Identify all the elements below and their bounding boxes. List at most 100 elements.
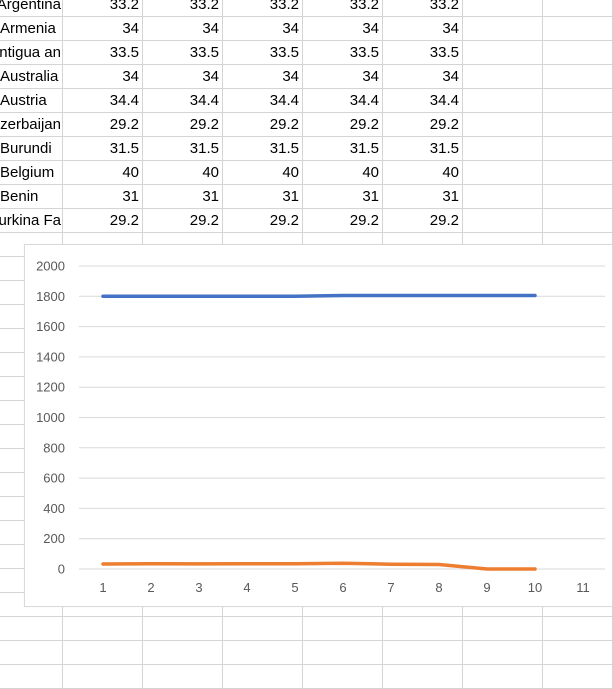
value-cell[interactable]: 33.5 [223, 41, 303, 64]
country-cell[interactable]: Belgium [0, 161, 63, 184]
value-cell[interactable]: 34 [383, 17, 463, 40]
value-cell[interactable]: 34 [223, 17, 303, 40]
value-cell[interactable]: 33.5 [63, 41, 143, 64]
empty-cell[interactable] [383, 641, 463, 664]
empty-cell[interactable] [463, 161, 543, 184]
value-cell[interactable]: 29.2 [143, 113, 223, 136]
value-cell[interactable]: 31.5 [223, 137, 303, 160]
value-cell[interactable]: 34 [143, 65, 223, 88]
value-cell[interactable]: 29.2 [63, 209, 143, 232]
value-cell[interactable]: 31.5 [383, 137, 463, 160]
value-cell[interactable]: 31 [143, 185, 223, 208]
value-cell[interactable]: 29.2 [303, 113, 383, 136]
value-cell[interactable]: 34 [143, 17, 223, 40]
value-cell[interactable]: 33.5 [143, 41, 223, 64]
empty-cell[interactable] [543, 617, 613, 640]
value-cell[interactable]: 34 [63, 65, 143, 88]
empty-cell[interactable] [143, 617, 223, 640]
value-cell[interactable]: 34 [383, 65, 463, 88]
empty-cell[interactable] [463, 17, 543, 40]
value-cell[interactable]: 33.2 [63, 0, 143, 16]
country-cell[interactable]: Austria [0, 89, 63, 112]
empty-cell[interactable] [383, 617, 463, 640]
empty-cell[interactable] [543, 17, 613, 40]
value-cell[interactable]: 31.5 [303, 137, 383, 160]
value-cell[interactable]: 40 [63, 161, 143, 184]
empty-cell[interactable] [463, 113, 543, 136]
value-cell[interactable]: 33.2 [383, 0, 463, 16]
value-cell[interactable]: 34.4 [303, 89, 383, 112]
empty-cell[interactable] [543, 185, 613, 208]
empty-cell[interactable] [63, 641, 143, 664]
series-line-1[interactable] [101, 293, 537, 299]
empty-cell[interactable] [303, 617, 383, 640]
empty-cell[interactable] [63, 665, 143, 688]
empty-cell[interactable] [543, 113, 613, 136]
value-cell[interactable]: 33.5 [303, 41, 383, 64]
value-cell[interactable]: 29.2 [223, 209, 303, 232]
value-cell[interactable]: 34.4 [143, 89, 223, 112]
empty-cell[interactable] [223, 665, 303, 688]
empty-cell[interactable] [543, 137, 613, 160]
value-cell[interactable]: 31.5 [143, 137, 223, 160]
empty-cell[interactable] [463, 641, 543, 664]
empty-cell[interactable] [63, 617, 143, 640]
empty-cell[interactable] [543, 89, 613, 112]
value-cell[interactable]: 34.4 [223, 89, 303, 112]
country-cell[interactable]: Burundi [0, 137, 63, 160]
empty-cell[interactable] [463, 41, 543, 64]
empty-cell[interactable] [143, 665, 223, 688]
empty-cell[interactable] [463, 65, 543, 88]
value-cell[interactable]: 31 [223, 185, 303, 208]
empty-cell[interactable] [0, 617, 63, 640]
empty-cell[interactable] [543, 0, 613, 16]
empty-cell[interactable] [303, 665, 383, 688]
empty-cell[interactable] [543, 161, 613, 184]
value-cell[interactable]: 40 [303, 161, 383, 184]
empty-cell[interactable] [223, 617, 303, 640]
empty-cell[interactable] [463, 0, 543, 16]
empty-cell[interactable] [543, 665, 613, 688]
value-cell[interactable]: 33.2 [223, 0, 303, 16]
value-cell[interactable]: 29.2 [383, 209, 463, 232]
value-cell[interactable]: 34 [303, 17, 383, 40]
series-line-2[interactable] [101, 561, 537, 571]
value-cell[interactable]: 33.5 [383, 41, 463, 64]
value-cell[interactable]: 29.2 [383, 113, 463, 136]
empty-cell[interactable] [543, 41, 613, 64]
empty-cell[interactable] [543, 641, 613, 664]
empty-cell[interactable] [543, 65, 613, 88]
value-cell[interactable]: 40 [223, 161, 303, 184]
value-cell[interactable]: 33.2 [303, 0, 383, 16]
line-chart[interactable]: 0 200 400 600 800 1000 1200 1400 1600 1800 2000 1 2… [24, 244, 613, 607]
country-cell[interactable]: Benin [0, 185, 63, 208]
value-cell[interactable]: 40 [383, 161, 463, 184]
value-cell[interactable]: 31 [383, 185, 463, 208]
empty-cell[interactable] [223, 641, 303, 664]
value-cell[interactable]: 29.2 [303, 209, 383, 232]
value-cell[interactable]: 31.5 [63, 137, 143, 160]
empty-cell[interactable] [0, 641, 63, 664]
value-cell[interactable]: 29.2 [63, 113, 143, 136]
empty-cell[interactable] [303, 641, 383, 664]
country-cell[interactable]: Armenia [0, 17, 63, 40]
value-cell[interactable]: 34.4 [63, 89, 143, 112]
value-cell[interactable]: 29.2 [223, 113, 303, 136]
empty-cell[interactable] [463, 137, 543, 160]
country-cell[interactable]: Burkina Fa [0, 209, 63, 232]
value-cell[interactable]: 31 [303, 185, 383, 208]
empty-cell[interactable] [463, 209, 543, 232]
empty-cell[interactable] [383, 665, 463, 688]
value-cell[interactable]: 33.2 [143, 0, 223, 16]
value-cell[interactable]: 31 [63, 185, 143, 208]
country-cell[interactable]: Argentina [0, 0, 63, 16]
value-cell[interactable]: 29.2 [143, 209, 223, 232]
empty-cell[interactable] [463, 185, 543, 208]
value-cell[interactable]: 34 [303, 65, 383, 88]
empty-cell[interactable] [143, 641, 223, 664]
country-cell[interactable]: Azerbaijan [0, 113, 63, 136]
value-cell[interactable]: 40 [143, 161, 223, 184]
empty-cell[interactable] [0, 665, 63, 688]
value-cell[interactable]: 34 [63, 17, 143, 40]
empty-cell[interactable] [463, 617, 543, 640]
